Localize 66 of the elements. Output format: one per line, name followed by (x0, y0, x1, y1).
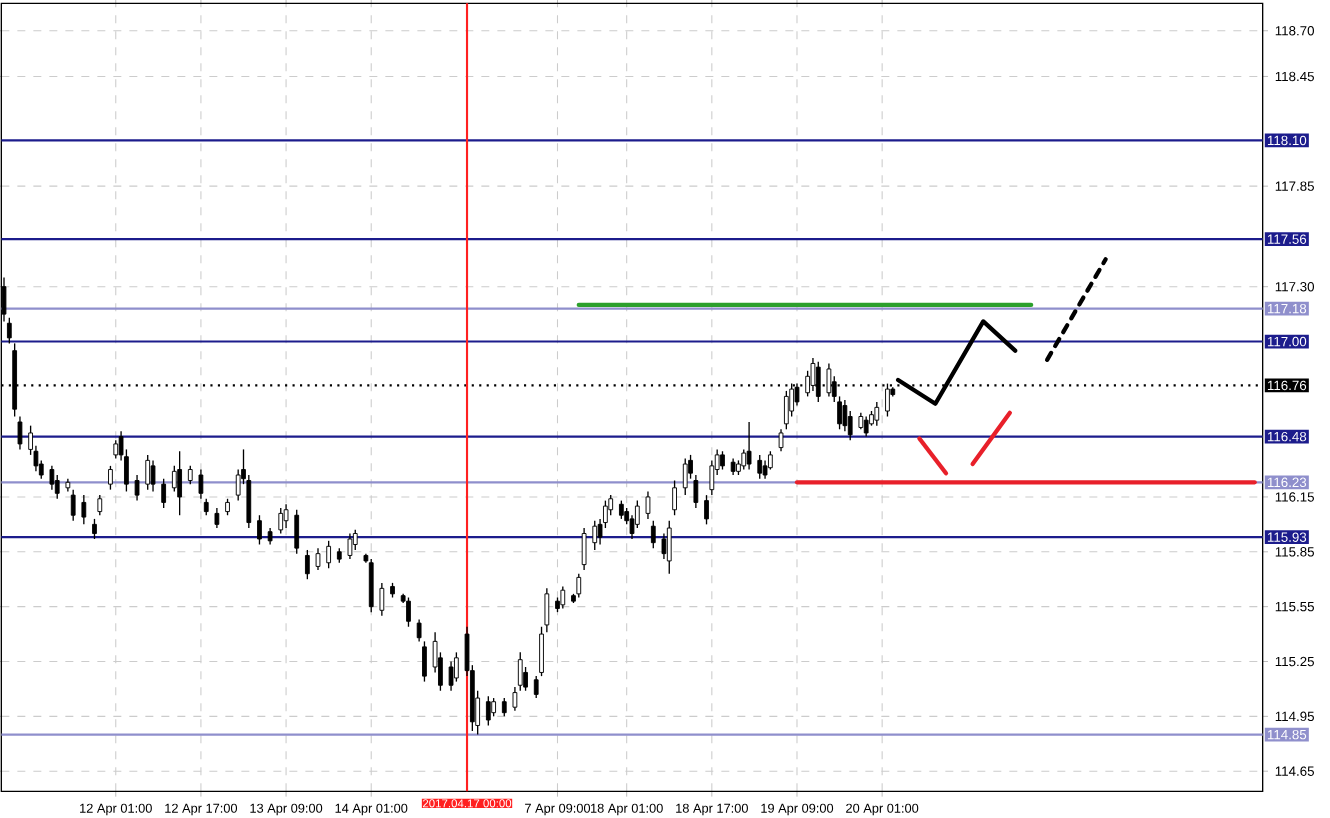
candlestick (145, 454, 151, 491)
candlestick (214, 507, 220, 529)
candlestick (768, 450, 773, 471)
candlestick (304, 549, 310, 580)
candlestick (70, 488, 76, 522)
candlestick (150, 459, 156, 493)
candlestick (533, 675, 539, 699)
candlestick (863, 415, 869, 438)
candlestick (97, 494, 103, 516)
candlestick (283, 503, 289, 529)
candlestick (491, 697, 497, 718)
candlestick (379, 582, 385, 617)
candlestick (6, 317, 12, 345)
candlestick (134, 474, 140, 502)
candlestick (54, 474, 60, 500)
candlestick (618, 499, 624, 520)
candlestick (406, 596, 411, 628)
candlestick (874, 401, 880, 427)
candlestick (326, 540, 332, 569)
candlestick (257, 514, 262, 546)
candlestick (187, 465, 193, 485)
candlestick (666, 520, 672, 575)
candlestick (113, 439, 119, 460)
candlestick (645, 490, 651, 520)
candlestick (171, 465, 177, 493)
candlestick (352, 529, 358, 551)
candlestick (783, 390, 789, 430)
candlestick (315, 547, 321, 571)
candlestick (544, 587, 550, 633)
candlestick (512, 686, 518, 712)
candlestick (177, 450, 183, 516)
candlestick (485, 695, 491, 727)
candlestick (560, 585, 566, 610)
candlestick (778, 428, 784, 452)
candlestick (581, 527, 587, 571)
candlestick (108, 465, 113, 491)
candlestick (576, 573, 582, 599)
candlestick (539, 626, 544, 677)
candlestick (757, 454, 763, 480)
candlestick (672, 479, 677, 516)
candlestick (347, 532, 353, 560)
candlestick (161, 478, 167, 509)
candlestick (650, 520, 656, 549)
candlestick (198, 468, 204, 500)
candlestick (682, 457, 688, 496)
candlestick (422, 640, 427, 683)
candlestick (416, 618, 422, 643)
candlestick (448, 660, 454, 692)
candlestick (592, 520, 598, 551)
candlestick (517, 651, 523, 692)
candlestick (278, 507, 284, 535)
candlestick (746, 421, 752, 471)
candlestick (693, 474, 699, 509)
candlestick (453, 651, 459, 683)
candlestick (720, 450, 725, 471)
candlestick (92, 518, 97, 540)
candlestick (661, 532, 667, 560)
candlestick (81, 494, 87, 526)
candlestick (49, 465, 55, 491)
candlestick (842, 399, 848, 432)
candlestick (368, 558, 374, 613)
candlestick (17, 415, 23, 451)
candlestick (762, 459, 768, 480)
candlestick (294, 509, 300, 555)
candlestick (704, 494, 709, 526)
candlestick (501, 697, 507, 718)
